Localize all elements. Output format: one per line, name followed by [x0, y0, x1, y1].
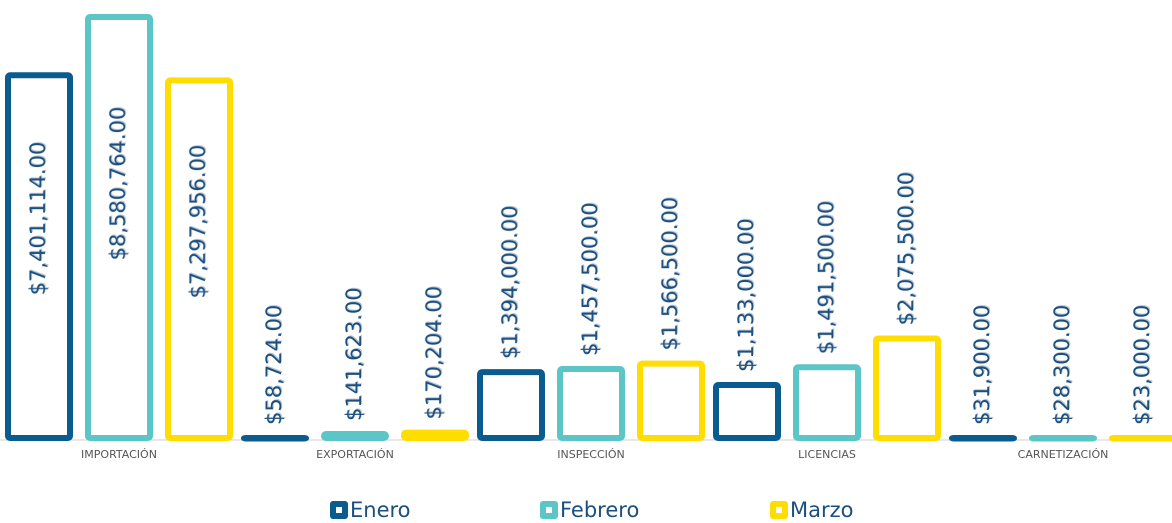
legend-label: Marzo — [790, 498, 854, 522]
value-label: $8,580,764.00 — [106, 107, 130, 261]
bar — [401, 429, 469, 441]
bar — [637, 360, 705, 441]
value-label: $7,401,114.00 — [26, 142, 50, 296]
bar — [713, 382, 781, 441]
value-label: $7,297,956.00 — [186, 145, 210, 299]
bar — [873, 335, 941, 441]
bar — [165, 77, 233, 441]
value-label: $141,623.00 — [342, 287, 366, 421]
legend-label: Febrero — [560, 498, 639, 522]
x-tick-label: INSPECCIÓN — [557, 448, 625, 461]
bar — [85, 14, 153, 441]
value-label: $1,394,000.00 — [498, 205, 522, 359]
legend-dot — [336, 507, 342, 513]
bar — [1109, 435, 1172, 442]
legend-dot — [546, 507, 552, 513]
value-label: $1,457,500.00 — [578, 202, 602, 356]
x-tick-label: EXPORTACIÓN — [316, 448, 394, 461]
x-tick-label: IMPORTACIÓN — [81, 448, 157, 461]
bar — [1029, 435, 1097, 442]
bar — [557, 365, 625, 441]
bar — [793, 364, 861, 441]
legend-label: Enero — [350, 498, 411, 522]
value-label: $31,900.00 — [970, 305, 994, 425]
value-label: $28,300.00 — [1050, 305, 1074, 425]
value-label: $58,724.00 — [262, 305, 286, 425]
x-tick-label: CARNETIZACIÓN — [1018, 448, 1109, 461]
bar — [241, 435, 309, 442]
legend-dot — [776, 507, 782, 513]
value-label: $1,491,500.00 — [814, 201, 838, 355]
bar — [321, 431, 389, 442]
bar — [5, 72, 73, 442]
value-label: $1,133,000.00 — [734, 218, 758, 372]
value-label: $2,075,500.00 — [894, 172, 918, 326]
value-label: $23,000.00 — [1130, 305, 1154, 425]
value-label: $1,566,500.00 — [658, 197, 682, 351]
x-tick-label: LICENCIAS — [798, 448, 856, 461]
value-label: $170,204.00 — [422, 286, 446, 420]
bar — [949, 435, 1017, 442]
bar — [477, 369, 545, 442]
